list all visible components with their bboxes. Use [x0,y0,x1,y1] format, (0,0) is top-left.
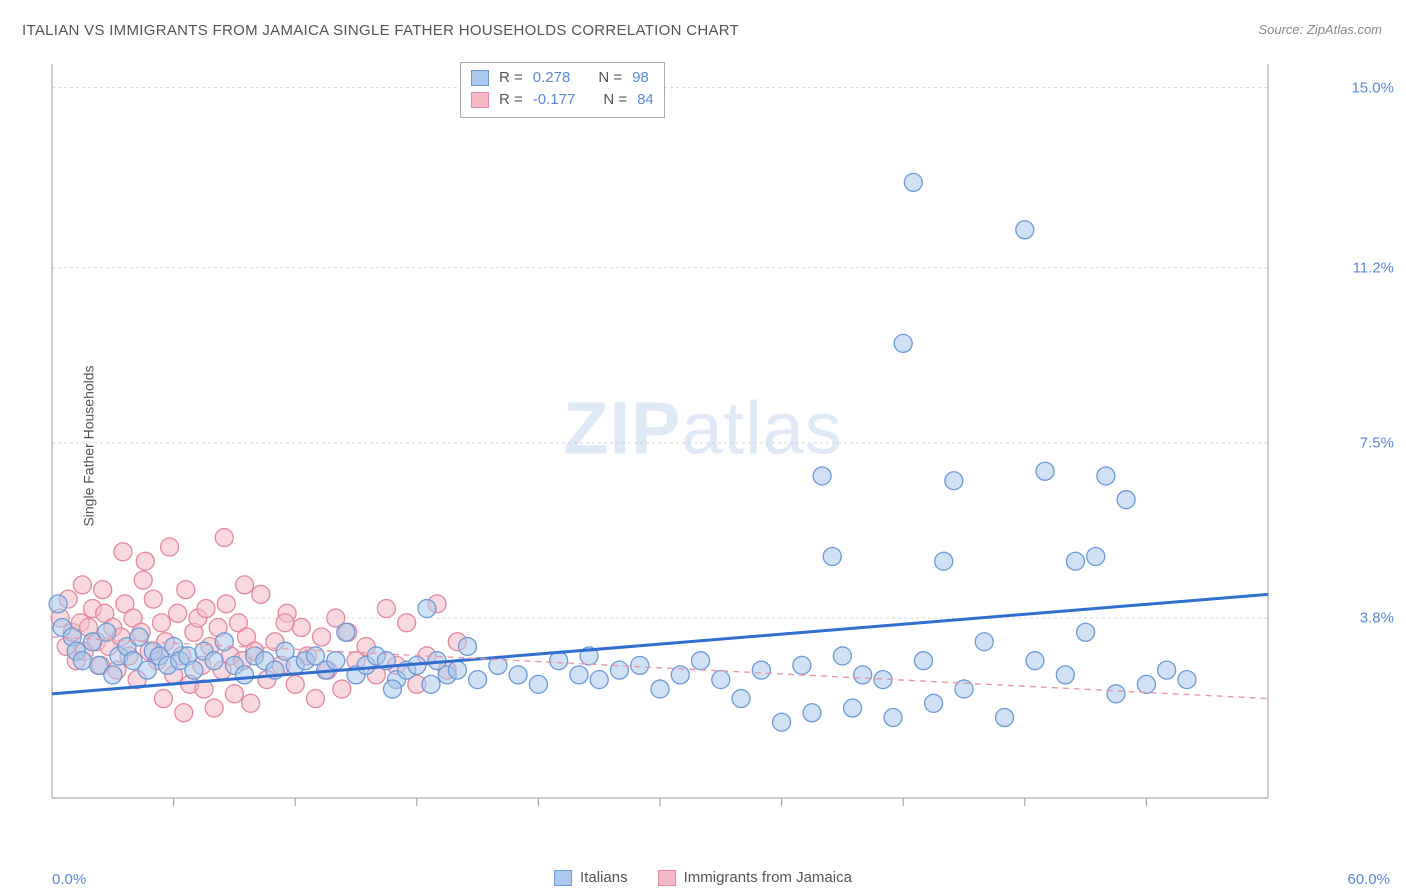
ytick-label: 11.2% [1353,259,1394,276]
stats-swatch-icon [471,70,489,86]
r-value: -0.177 [533,89,576,111]
r-value: 0.278 [533,67,571,89]
ytick-label: 3.8% [1360,610,1394,627]
ytick-label: 15.0% [1351,79,1394,96]
legend: Italians Immigrants from Jamaica [554,869,852,886]
x-axis-min-label: 0.0% [52,871,86,888]
ytick-label: 7.5% [1360,434,1394,451]
r-label: R = [499,89,523,111]
scatter-svg [48,58,1328,828]
legend-item: Immigrants from Jamaica [658,869,852,886]
legend-label: Italians [580,869,628,886]
legend-label: Immigrants from Jamaica [684,869,852,886]
chart-container: ITALIAN VS IMMIGRANTS FROM JAMAICA SINGL… [0,0,1406,892]
legend-swatch-icon [658,870,676,886]
legend-swatch-icon [554,870,572,886]
n-label: N = [598,67,622,89]
source-label: Source: ZipAtlas.com [1258,22,1382,37]
chart-title: ITALIAN VS IMMIGRANTS FROM JAMAICA SINGL… [22,22,739,39]
correlation-stats-box: R = 0.278 N = 98 R = -0.177 N = 84 [460,62,665,118]
n-value: 98 [632,67,649,89]
stats-swatch-icon [471,92,489,108]
r-label: R = [499,67,523,89]
n-label: N = [603,89,627,111]
legend-item: Italians [554,869,628,886]
stats-row: R = 0.278 N = 98 [471,67,654,89]
stats-row: R = -0.177 N = 84 [471,89,654,111]
x-axis-max-label: 60.0% [1347,871,1390,888]
plot-area [48,58,1328,828]
n-value: 84 [637,89,654,111]
